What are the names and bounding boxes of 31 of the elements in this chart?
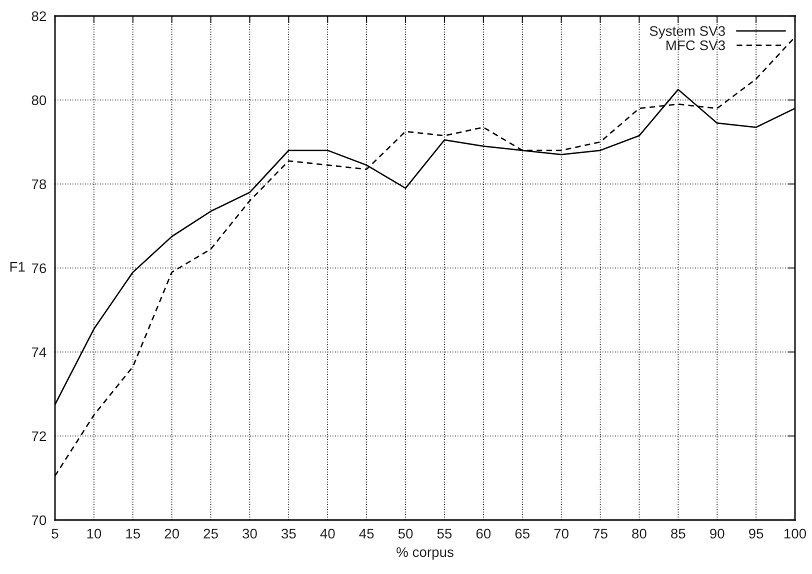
x-tick-label: 30	[242, 528, 257, 539]
y-tick-label: 82	[32, 11, 46, 22]
x-tick-label: 90	[710, 528, 724, 539]
x-tick-label: 5	[52, 528, 58, 539]
x-tick-label: 40	[320, 528, 335, 539]
x-tick-label: 55	[437, 528, 452, 539]
x-tick-label: 75	[593, 528, 608, 539]
x-tick-label: 35	[281, 528, 296, 539]
y-tick-label: 76	[32, 263, 46, 274]
legend-label: MFC SV3	[666, 40, 725, 50]
x-tick-label: 50	[398, 528, 413, 539]
x-tick-label: 95	[748, 528, 764, 539]
x-tick-label: 100	[784, 528, 806, 539]
x-axis-title: % corpus	[396, 547, 454, 560]
y-axis-title: F1	[10, 262, 25, 272]
x-tick-label: 45	[359, 528, 374, 539]
x-tick-label: 70	[554, 528, 568, 539]
x-tick-label: 20	[164, 528, 180, 539]
y-tick-label: 70	[32, 515, 46, 526]
x-tick-label: 15	[126, 528, 140, 539]
y-tick-label: 78	[32, 179, 46, 190]
y-tick-label: 72	[32, 431, 46, 442]
x-tick-label: 85	[671, 528, 686, 539]
y-tick-label: 80	[32, 95, 46, 106]
x-tick-label: 10	[87, 528, 102, 539]
legend-label: System SV3	[650, 26, 725, 39]
x-tick-label: 65	[515, 528, 530, 539]
y-tick-label: 74	[32, 347, 46, 358]
x-tick-label: 80	[632, 528, 646, 539]
x-tick-label: 25	[204, 528, 218, 539]
x-tick-label: 60	[476, 528, 491, 539]
